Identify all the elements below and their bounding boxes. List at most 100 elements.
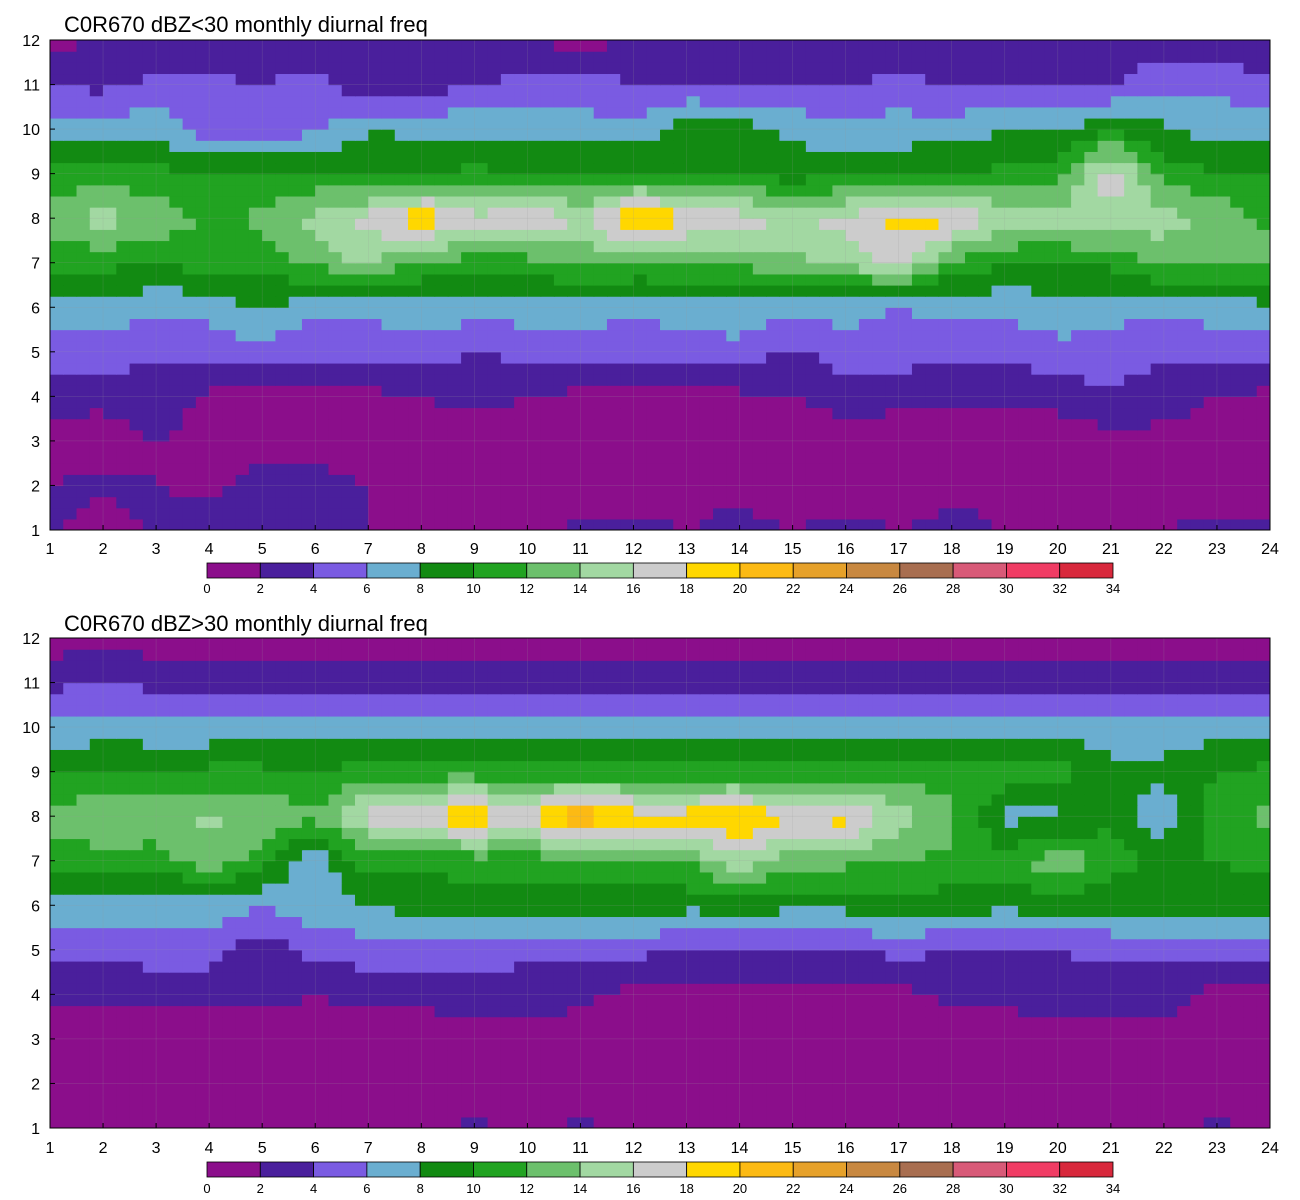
x-tick-label: 2 — [99, 541, 108, 558]
field-cell — [368, 251, 383, 264]
field-cell — [1110, 1105, 1125, 1118]
field-cell — [288, 95, 303, 108]
field-cell — [633, 307, 648, 320]
field-cell — [938, 251, 953, 264]
field-cell — [103, 218, 117, 230]
field-cell — [845, 40, 860, 52]
field-cell — [805, 173, 820, 186]
field-cell — [1031, 129, 1046, 141]
field-cell — [752, 1061, 767, 1073]
field-cell — [660, 1061, 674, 1073]
field-cell — [633, 262, 648, 275]
field-cell — [1163, 507, 1178, 520]
field-cell — [779, 173, 794, 186]
field-cell — [699, 485, 714, 498]
field-cell — [1084, 329, 1099, 342]
field-cell — [872, 1072, 887, 1085]
field-cell — [540, 396, 555, 409]
field-cell — [500, 440, 515, 453]
field-cell — [195, 307, 210, 320]
field-cell — [288, 251, 303, 264]
field-cell — [1018, 84, 1032, 97]
field-cell — [766, 229, 780, 242]
field-cell — [262, 1094, 277, 1107]
field-cell — [1150, 429, 1165, 442]
field-cell — [1203, 218, 1218, 230]
field-cell — [752, 240, 767, 253]
field-cell — [408, 1083, 422, 1096]
field-cell — [169, 1083, 184, 1096]
field-cell — [898, 62, 913, 75]
field-cell — [726, 351, 741, 364]
field-cell — [1256, 1083, 1270, 1096]
field-cell — [1057, 385, 1072, 397]
field-cell — [222, 351, 237, 364]
field-cell — [487, 140, 502, 152]
field-cell — [1190, 307, 1205, 320]
field-cell — [766, 407, 780, 420]
field-cell — [1124, 440, 1138, 453]
field-cell — [328, 1094, 343, 1107]
field-cell — [779, 374, 794, 386]
field-cell — [660, 51, 674, 63]
field-cell — [89, 485, 104, 498]
field-cell — [248, 362, 263, 375]
field-cell — [394, 1072, 409, 1085]
field-cell — [355, 51, 369, 63]
field-cell — [89, 251, 104, 264]
field-cell — [63, 362, 78, 375]
field-cell — [222, 229, 237, 242]
field-cell — [156, 329, 170, 342]
field-cell — [434, 1061, 449, 1073]
field-cell — [699, 40, 714, 52]
field-cell — [606, 40, 621, 52]
field-cell — [461, 307, 475, 320]
field-cell — [858, 452, 873, 464]
field-cell — [1150, 40, 1165, 52]
field-cell — [1216, 207, 1231, 219]
field-cell — [421, 1083, 436, 1096]
field-cell — [63, 452, 78, 464]
field-cell — [487, 507, 502, 520]
field-cell — [845, 452, 860, 464]
field-cell — [76, 385, 91, 397]
field-cell — [620, 362, 635, 375]
field-cell — [355, 518, 369, 530]
field-cell — [739, 1116, 754, 1128]
field-cell — [1177, 95, 1192, 108]
field-cell — [76, 994, 91, 1007]
field-cell — [328, 452, 343, 464]
field-cell — [116, 307, 131, 320]
field-cell — [487, 1105, 502, 1118]
field-cell — [89, 151, 104, 164]
field-cell — [925, 452, 940, 464]
field-cell — [606, 1105, 621, 1118]
field-cell — [686, 407, 701, 420]
field-cell — [911, 418, 926, 431]
field-cell — [50, 496, 64, 509]
field-cell — [1203, 374, 1218, 386]
field-cell — [341, 1005, 356, 1018]
field-cell — [461, 463, 475, 475]
field-cell — [951, 418, 966, 431]
field-cell — [275, 362, 290, 375]
field-cell — [381, 440, 396, 453]
field-cell — [965, 262, 979, 275]
field-cell — [951, 84, 966, 97]
field-cell — [341, 173, 356, 186]
field-cell — [195, 84, 210, 97]
field-cell — [686, 362, 701, 375]
field-cell — [1018, 1105, 1032, 1118]
field-cell — [1203, 84, 1218, 97]
field-cell — [1150, 463, 1165, 475]
field-cell — [421, 307, 436, 320]
field-cell — [474, 73, 489, 86]
field-cell — [673, 151, 688, 164]
field-cell — [633, 374, 648, 386]
field-cell — [116, 162, 131, 175]
field-cell — [580, 385, 595, 397]
field-cell — [381, 106, 396, 119]
field-cell — [63, 162, 78, 175]
field-cell — [739, 173, 754, 186]
field-cell — [858, 106, 873, 119]
